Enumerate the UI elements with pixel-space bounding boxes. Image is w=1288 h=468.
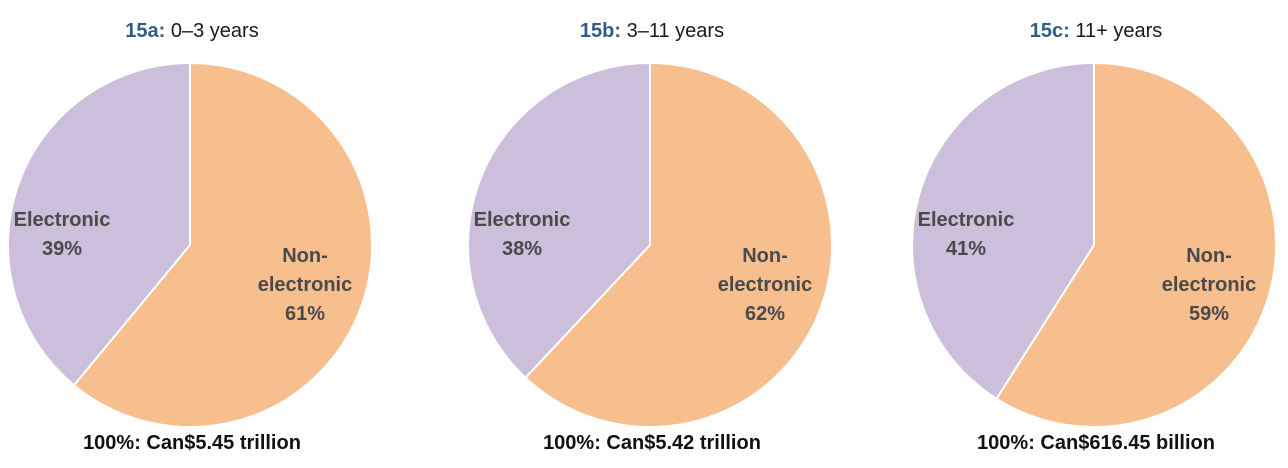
pie-chart: Non-electronic 59% Electronic 41% [911, 61, 1277, 428]
chart-subtitle: 11+ years [1075, 20, 1163, 42]
slice-value-label: 41% [946, 238, 986, 260]
chart-id: 15b: [579, 20, 622, 42]
chart-subtitle: 0–3 years [170, 20, 259, 42]
slice-name-label: Electronic [918, 209, 1015, 231]
slice-name-label: electronic [1162, 274, 1256, 296]
chart-15a: 15a: 0–3 years Non-electronic 61% Electron… [0, 0, 384, 468]
slice-name-label: Electronic [14, 209, 111, 231]
pie-slice-electronic [7, 61, 191, 387]
slice-value-label: 39% [42, 238, 82, 260]
chart-15c: 15c: 11+ years Non-electronic 59% Electron… [904, 0, 1288, 468]
chart-title: 15b: 3–11 years [460, 20, 844, 43]
total-label: 100%: Can$616.45 billion [977, 432, 1215, 454]
slice-name-label: Electronic [474, 209, 571, 231]
pie-chart: Non-electronic 61% Electronic 39% [7, 61, 373, 428]
total-label: 100%: Can$5.42 trillion [543, 432, 761, 454]
slice-value-label: 61% [285, 303, 325, 325]
total-label: 100%: Can$5.45 trillion [83, 432, 301, 454]
chart-title: 15c: 11+ years [904, 20, 1288, 43]
slice-name-label: Non- [742, 245, 788, 267]
slice-value-label: 38% [502, 238, 542, 260]
slice-name-label: electronic [258, 274, 352, 296]
slice-value-label: 59% [1189, 303, 1229, 325]
pie-slice-non-electronic [72, 61, 373, 428]
chart-15b: 15b: 3–11 years Non-electronic 62% Electro… [460, 0, 844, 468]
pie-slice-non-electronic [523, 61, 833, 428]
slice-value-label: 62% [745, 303, 785, 325]
pie-slice-non-electronic [995, 61, 1277, 428]
pie-slice-electronic [467, 61, 651, 380]
slice-name-label: Non- [1186, 245, 1232, 267]
chart-title: 15a: 0–3 years [0, 20, 384, 43]
pie-slice-electronic [911, 61, 1095, 401]
slice-name-label: electronic [718, 274, 812, 296]
slice-name-label: Non- [282, 245, 328, 267]
chart-subtitle: 3–11 years [626, 20, 725, 42]
pie-chart: Non-electronic 62% Electronic 38% [467, 61, 833, 428]
chart-id: 15a: [125, 20, 166, 42]
chart-id: 15c: [1029, 20, 1070, 42]
